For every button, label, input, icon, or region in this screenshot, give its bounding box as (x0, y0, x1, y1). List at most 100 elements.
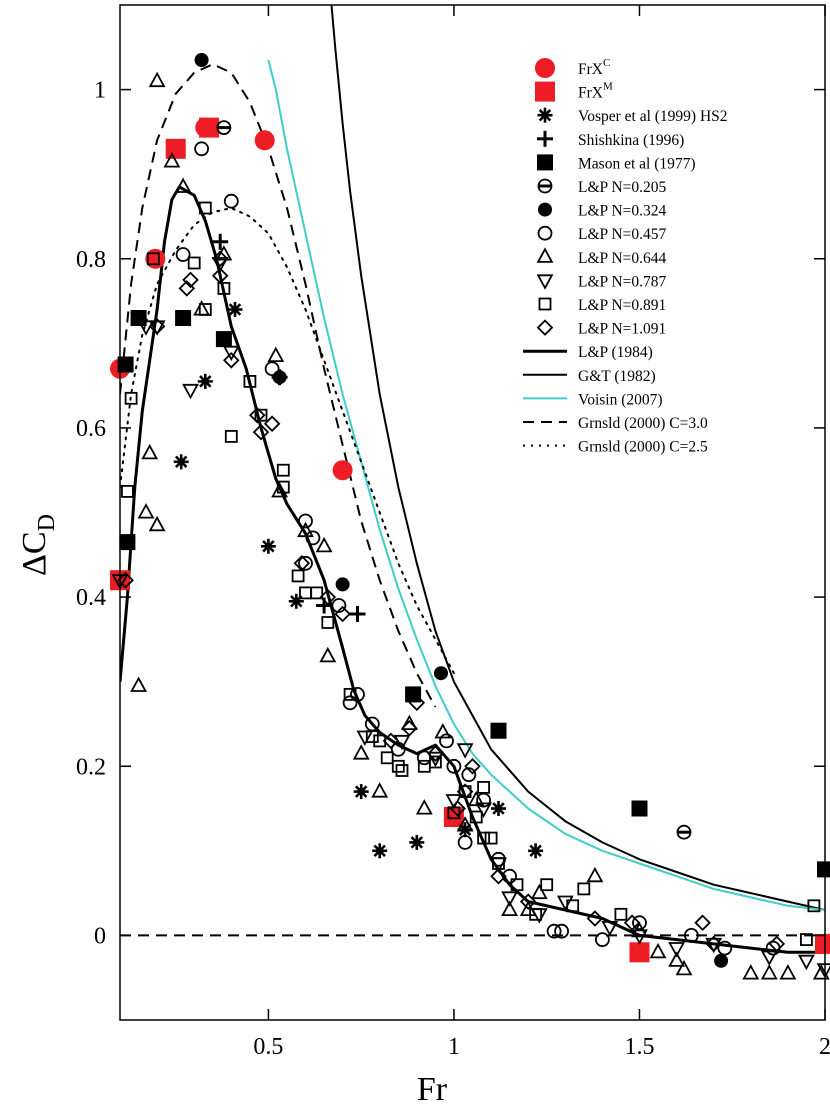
legend-label-main: FrX (578, 61, 603, 78)
data-point (260, 538, 276, 554)
marker-shape (457, 835, 473, 850)
data-point (293, 555, 311, 572)
data-point (477, 831, 491, 845)
marker-shape (187, 256, 201, 270)
data-point (305, 530, 321, 546)
marker-shape (415, 799, 433, 815)
legend-item: Shishkina (1996) (537, 130, 684, 149)
data-point (343, 688, 357, 701)
marker-shape (310, 586, 324, 600)
data-point (175, 310, 192, 326)
data-point (475, 802, 493, 818)
data-point (276, 463, 290, 477)
series-l-p-n-0-644 (130, 71, 830, 980)
curve-voisin-2007 (267, 59, 825, 911)
legend-label-main: L&P (1984) (578, 344, 653, 361)
marker-shape (538, 202, 552, 217)
data-point (249, 406, 266, 424)
data-point (467, 790, 485, 807)
legend-label: Shishkina (1996) (578, 132, 684, 149)
data-point (632, 915, 647, 931)
marker-shape (668, 942, 686, 958)
data-point (800, 933, 813, 946)
data-point (224, 429, 238, 443)
legend-marker (538, 297, 552, 311)
legend-label: L&P N=0.324 (578, 203, 667, 220)
marker-shape (694, 914, 711, 931)
data-point (276, 480, 290, 494)
marker-shape (779, 964, 797, 980)
data-point (490, 722, 507, 739)
marker-shape (427, 745, 444, 762)
x-tick-label: 1 (448, 1034, 460, 1060)
marker-shape (373, 734, 387, 748)
legend-label: Vosper et al (1999) HS2 (578, 108, 728, 125)
x-axis-title: Fr (417, 1071, 448, 1108)
marker-shape (175, 310, 192, 326)
data-point (187, 256, 201, 270)
curve-g-t-1982 (330, 5, 825, 911)
marker-shape (198, 303, 212, 316)
marker-stroke (174, 455, 188, 469)
data-point (668, 942, 686, 958)
marker-shape (117, 356, 134, 373)
marker-shape (540, 878, 554, 892)
marker-shape (199, 117, 220, 138)
data-point (173, 454, 189, 470)
legend-marker (535, 81, 555, 102)
data-point (530, 883, 548, 900)
marker-shape (342, 695, 358, 711)
data-point (215, 331, 232, 348)
data-point (461, 767, 477, 783)
legend-item: L&P N=1.091 (536, 319, 666, 338)
marker-shape (467, 790, 485, 807)
data-point (194, 53, 209, 67)
data-point (464, 758, 481, 775)
legend-label: L&P N=0.891 (578, 297, 666, 314)
data-point (714, 953, 729, 968)
marker-shape (264, 361, 280, 377)
marker-shape (148, 515, 166, 532)
y-tick-label: 0.2 (76, 754, 106, 780)
legend-label-main: Shishkina (1996) (578, 132, 684, 149)
marker-stroke (262, 540, 275, 553)
data-point (217, 281, 231, 295)
legend-marker (537, 154, 553, 171)
data-point (130, 310, 147, 326)
marker-shape (148, 320, 166, 336)
data-point (601, 921, 619, 937)
marker-shape (475, 802, 493, 818)
data-point (540, 878, 554, 892)
data-point (175, 247, 191, 262)
marker-stroke (373, 844, 386, 858)
legend-label-main: L&P N=0.457 (578, 226, 667, 243)
legend-marker (535, 58, 555, 78)
marker-shape (146, 252, 160, 266)
legend-marker (538, 202, 552, 217)
data-point (694, 914, 711, 931)
marker-stroke (228, 303, 242, 316)
legend-label: L&P (1984) (578, 344, 653, 361)
data-point (554, 923, 569, 939)
legend-label-main: G&T (1982) (578, 368, 656, 385)
data-point (352, 744, 370, 760)
marker-shape (797, 954, 815, 971)
data-point (457, 835, 473, 850)
data-point (631, 800, 648, 817)
marker-shape (319, 588, 337, 606)
data-point (243, 374, 257, 388)
data-point (148, 515, 166, 532)
marker-shape (252, 423, 270, 441)
data-point (227, 302, 243, 317)
data-point (501, 891, 519, 907)
marker-shape (130, 676, 148, 692)
marker-shape (586, 866, 604, 883)
legend-item: Grnsld (2000) C=2.5 (523, 439, 708, 456)
data-point (405, 686, 422, 703)
marker-stroke (538, 108, 552, 122)
data-point (427, 745, 444, 762)
legend-marker (537, 178, 553, 194)
data-point (272, 370, 287, 385)
data-point (197, 373, 213, 389)
marker-shape (595, 932, 610, 947)
